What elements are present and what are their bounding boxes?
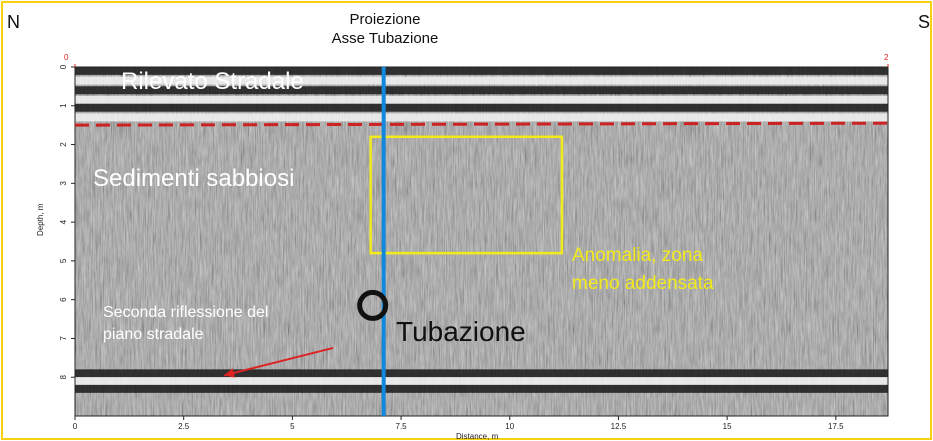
y-tick-label: 0 [59,64,68,69]
annotation-overlays [74,67,889,416]
top-scale-label-left: 0 [64,53,69,62]
annotation-anomaly-line-2: meno addensata [572,273,714,294]
reflector-band [75,103,888,112]
y-tick-label: 1 [59,103,68,108]
corner-label-north: N [7,12,20,32]
reflector-band [75,76,888,85]
y-tick-label: 4 [59,219,68,224]
reflector-band [75,113,888,122]
y-tick-label: 8 [59,374,68,379]
reflector-band [75,86,888,95]
x-axis-label: Distance, m [456,432,499,441]
plot-border [74,66,889,417]
annotation-road-embankment: Rilevato Stradale [121,68,304,95]
title-line-2: Asse Tubazione [331,30,439,47]
x-tick-label: 10 [505,422,514,431]
annotation-second-reflection-line-2: piano stradale [103,326,204,343]
top-scale-label-right: 2 [884,53,889,62]
arrow-head [224,368,235,378]
x-tick-label: 12.5 [611,422,627,431]
anomaly-box [369,135,564,255]
x-tick-label: 17.5 [828,422,844,431]
x-tick-label: 15 [723,422,732,431]
annotation-sandy-sediments: Sedimenti sabbiosi [93,165,295,192]
reflector-band [75,384,888,393]
reflector-band [75,67,888,75]
annotation-anomaly-line-1: Anomalia, zona [572,245,703,266]
y-tick-label: 2 [59,142,68,147]
reflector-band [75,369,888,378]
reflector-bands [75,67,888,393]
corner-label-south: S [918,12,931,32]
annotation-second-reflection-line-1: Seconda riflessione del [103,304,269,321]
axis-ticks: 0 2.5 5 7.5 10 12.5 15 17.5 0 1 2 3 4 5 6 7 8 [59,64,889,431]
x-tick-label: 0 [73,422,78,431]
x-tick-label: 2.5 [178,422,190,431]
plot-area [75,67,888,416]
second-reflection-arrow [223,346,334,377]
reflector-band [75,95,888,104]
x-tick-label: 5 [290,422,295,431]
title-line-1: Proiezione [349,11,421,28]
y-tick-label: 5 [59,258,68,263]
annotation-pipe: Tubazione [396,316,526,347]
pipe-circle [357,289,389,321]
y-axis-label: Depth, m [36,203,45,236]
reflector-band [75,377,888,386]
y-tick-label: 3 [59,181,68,186]
x-tick-label: 7.5 [396,422,408,431]
y-tick-label: 6 [59,297,68,302]
y-tick-label: 7 [59,336,68,341]
road-base-dashed-line [74,121,889,127]
